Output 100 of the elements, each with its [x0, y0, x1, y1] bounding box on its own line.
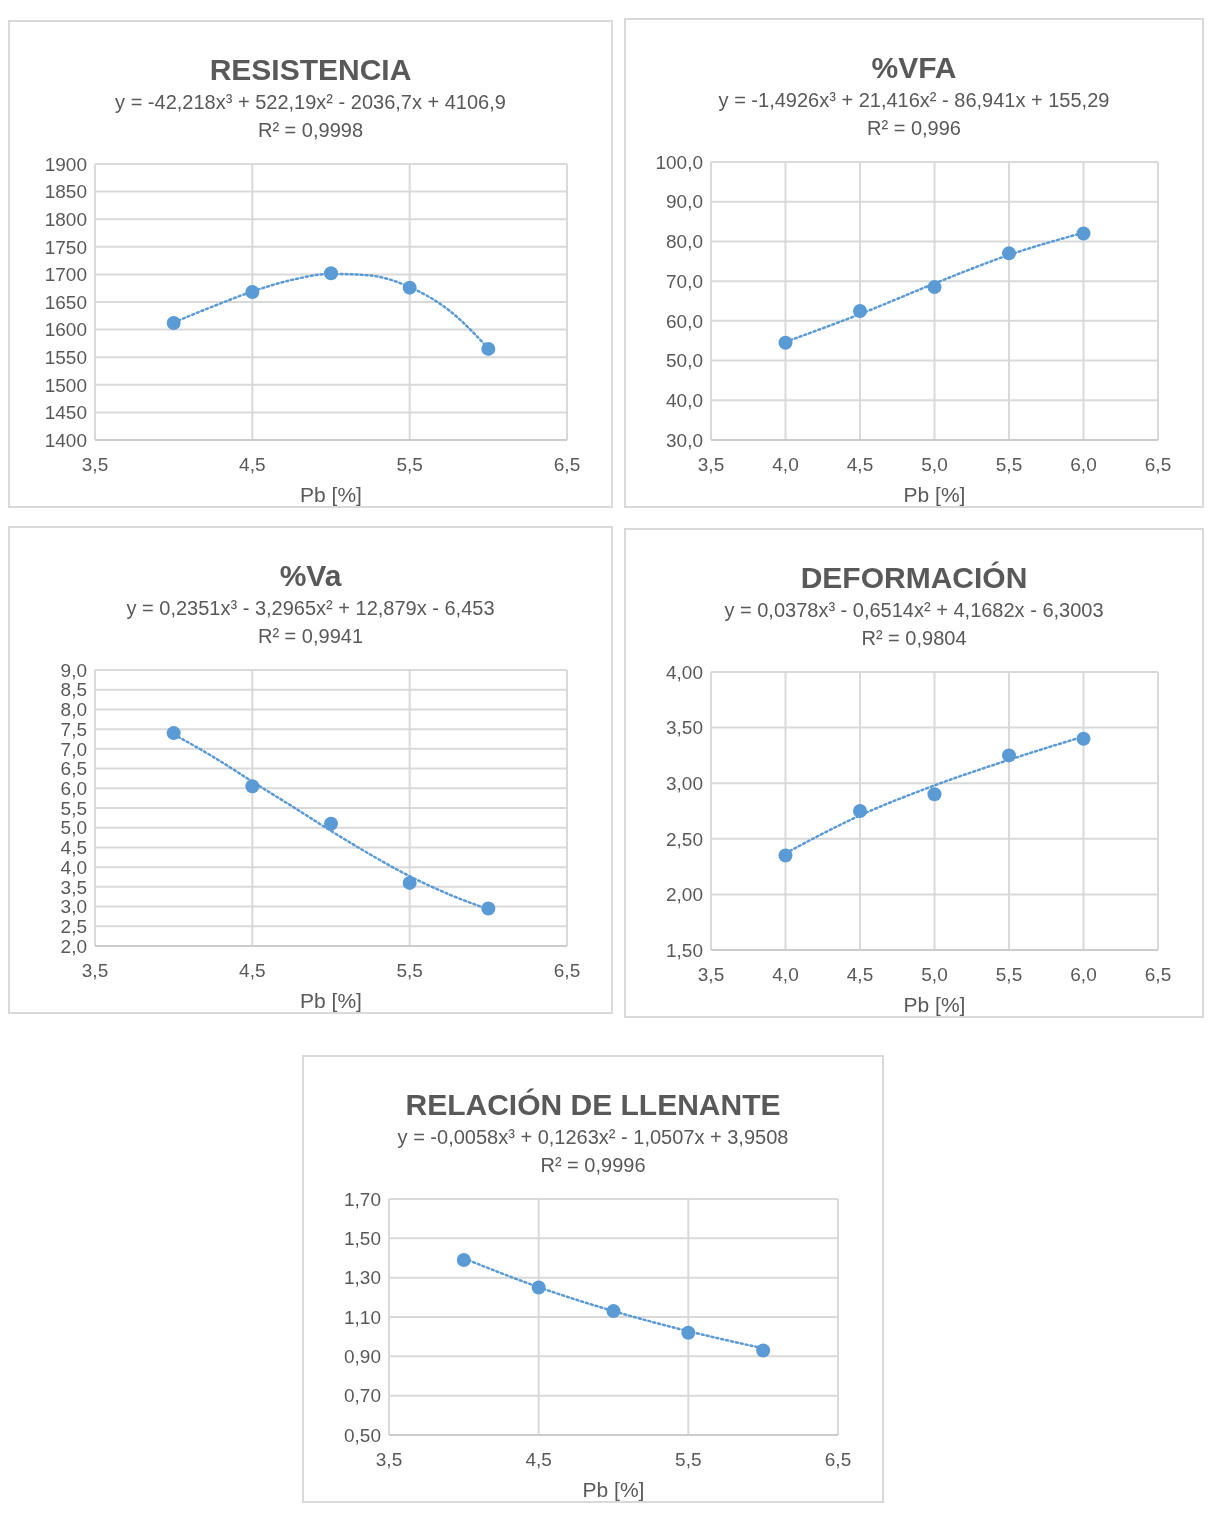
- y-tick-label: 7,0: [60, 738, 87, 760]
- y-tick-label: 7,5: [60, 718, 87, 740]
- x-tick-label: 3,5: [81, 454, 109, 476]
- y-tick-label: 2,5: [60, 916, 87, 938]
- x-tick-label: 3,5: [375, 1449, 403, 1471]
- y-tick-label: 1700: [44, 264, 87, 286]
- x-tick-label: 6,5: [1144, 964, 1172, 986]
- chart-title: RESISTENCIA: [208, 52, 413, 88]
- point: [324, 816, 338, 831]
- point: [324, 266, 338, 281]
- point: [1076, 731, 1091, 746]
- y-tick-label: 1450: [44, 402, 87, 424]
- y-tick-label: 0,50: [344, 1424, 381, 1446]
- x-tick-label: 4,5: [846, 454, 874, 476]
- x-tick-label: 4,5: [846, 964, 874, 986]
- point: [778, 848, 793, 863]
- x-axis-title: Pb [%]: [903, 483, 966, 506]
- point: [927, 787, 942, 802]
- y-tick-label: 40,0: [666, 390, 703, 412]
- y-tick-label: 1,10: [344, 1306, 381, 1328]
- point: [245, 285, 260, 300]
- point: [481, 341, 496, 356]
- y-tick-label: 6,0: [60, 778, 87, 800]
- point: [681, 1325, 696, 1340]
- text: R² = 0,9998: [256, 118, 365, 143]
- y-tick-label: 3,0: [60, 896, 87, 918]
- point: [606, 1304, 621, 1319]
- point: [166, 726, 181, 741]
- y-tick-label: 70,0: [666, 270, 703, 292]
- y-tick-label: 1500: [44, 374, 87, 396]
- y-tick-label: 2,0: [60, 935, 87, 957]
- point: [756, 1343, 771, 1358]
- point: [245, 779, 260, 794]
- y-tick-label: 1800: [44, 208, 87, 230]
- y-tick-label: 60,0: [666, 310, 703, 332]
- y-tick-label: 3,50: [666, 717, 703, 739]
- y-tick-label: 100,0: [655, 151, 703, 173]
- x-tick-label: 4,0: [772, 964, 799, 986]
- point: [481, 901, 496, 916]
- y-tick-label: 9,0: [60, 659, 87, 681]
- text: R² = 0,9804: [860, 626, 968, 651]
- x-tick-label: 5,5: [995, 964, 1023, 986]
- point: [1002, 748, 1016, 763]
- y-tick-label: 3,5: [60, 876, 87, 898]
- x-tick-label: 5,5: [396, 454, 423, 476]
- y-tick-label: 4,0: [60, 856, 87, 878]
- point: [927, 280, 942, 295]
- x-axis-title: Pb [%]: [300, 483, 362, 506]
- point: [778, 335, 793, 350]
- x-tick-label: 6,5: [824, 1449, 852, 1471]
- x-tick-label: 6,0: [1070, 964, 1097, 986]
- chart-subtitle: y = -0,0058x³ + 0,1263x² - 1,0507x + 3,9508: [396, 1125, 790, 1150]
- y-tick-label: 1650: [44, 291, 87, 313]
- x-axis-title: Pb [%]: [582, 1478, 645, 1501]
- y-tick-label: 3,00: [666, 772, 703, 794]
- x-tick-label: 5,0: [921, 454, 948, 476]
- text: R² = 0,9941: [256, 624, 365, 649]
- y-tick-label: 1850: [44, 181, 87, 203]
- y-tick-label: 5,0: [60, 817, 87, 839]
- y-tick-label: 1,70: [344, 1188, 381, 1210]
- chart-title: DEFORMACIÓN: [799, 560, 1029, 596]
- y-tick-label: 1550: [44, 346, 87, 368]
- x-tick-label: 5,0: [921, 964, 948, 986]
- y-tick-label: 6,5: [60, 758, 87, 780]
- y-tick-label: 2,50: [666, 828, 703, 850]
- point: [1076, 226, 1091, 241]
- point: [853, 804, 867, 818]
- chart-subtitle: y = -1,4926x³ + 21,416x² - 86,941x + 155,29: [717, 88, 1111, 113]
- text: R² = 0,9996: [539, 1153, 647, 1178]
- y-tick-label: 30,0: [666, 429, 703, 451]
- x-tick-label: 3,5: [697, 964, 725, 986]
- x-tick-label: 6,0: [1070, 454, 1097, 476]
- y-tick-label: 1900: [44, 153, 87, 175]
- y-tick-label: 90,0: [666, 191, 703, 213]
- point: [402, 875, 417, 890]
- chart-subtitle: y = -42,218x³ + 522,19x² - 2036,7x + 4106,9: [114, 90, 507, 115]
- x-tick-label: 4,5: [239, 454, 266, 476]
- y-tick-label: 1,30: [344, 1267, 381, 1289]
- x-tick-label: 6,5: [1144, 454, 1172, 476]
- y-tick-label: 4,00: [666, 661, 703, 683]
- x-axis-title: Pb [%]: [300, 989, 362, 1012]
- y-tick-label: 50,0: [666, 350, 703, 372]
- x-tick-label: 5,5: [396, 960, 423, 982]
- y-tick-label: 0,90: [344, 1346, 381, 1368]
- x-tick-label: 5,5: [995, 454, 1023, 476]
- chart-subtitle: y = 0,0378x³ - 0,6514x² + 4,1682x - 6,3003: [723, 598, 1105, 623]
- y-tick-label: 8,5: [60, 679, 87, 701]
- x-tick-label: 6,5: [553, 454, 581, 476]
- y-tick-label: 1600: [44, 319, 87, 341]
- chart-title: RELACIÓN DE LLENANTE: [404, 1087, 782, 1123]
- y-tick-label: 80,0: [666, 231, 703, 253]
- point: [456, 1252, 471, 1267]
- x-tick-label: 4,0: [772, 454, 799, 476]
- y-tick-label: 1750: [44, 236, 87, 258]
- text: R² = 0,996: [866, 116, 962, 141]
- x-tick-label: 3,5: [81, 960, 109, 982]
- y-tick-label: 8,0: [60, 699, 87, 721]
- point: [1002, 246, 1016, 261]
- y-tick-label: 4,5: [60, 837, 87, 859]
- y-tick-label: 2,00: [666, 884, 703, 906]
